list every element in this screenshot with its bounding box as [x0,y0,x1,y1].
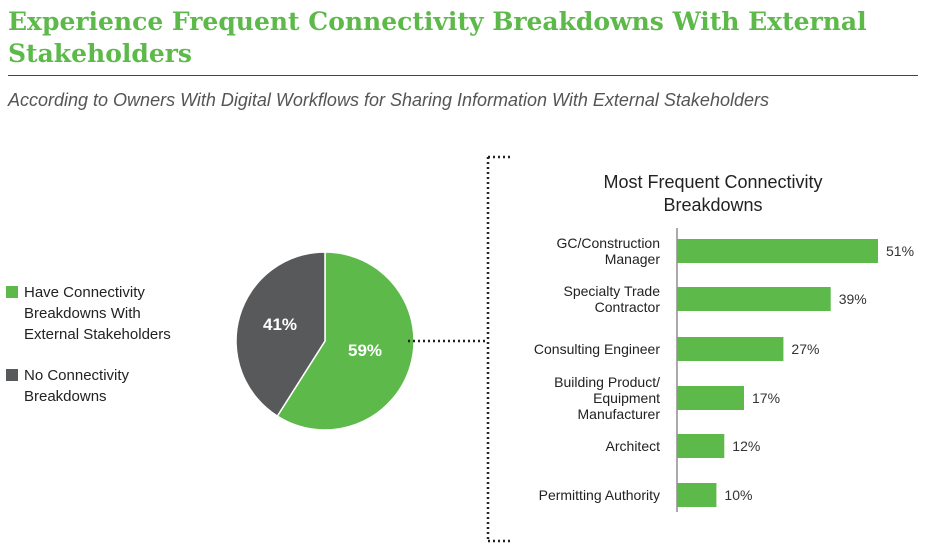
bar-category-label: GC/Construction Manager [557,235,661,267]
chart-title: Experience Frequent Connectivity Breakdo… [8,7,867,68]
bar [677,239,878,263]
pie-slice-label: 41% [263,315,297,334]
bar-category-label: Consulting Engineer [534,341,660,357]
legend-label: No Connectivity Breakdowns [24,367,130,405]
bar-chart: 51% GC/Construction Manager 39% Specialty Tr… [534,228,914,512]
bar-value-label: 12% [732,438,760,454]
legend-item-have-breakdowns: Have Connectivity Breakdowns With Extern… [6,282,194,345]
pie-slice [276,251,415,431]
chart-subtitle: According to Owners With Digital Workflo… [8,90,769,110]
pie-slice [235,251,326,418]
bar-value-label: 17% [752,390,780,406]
bar-value-label: 51% [886,243,914,259]
bar-category-label: Permitting Authority [539,487,660,503]
bar-category-label: Building Product/Equipment Manufacturer [554,374,660,422]
legend-label: Have Connectivity Breakdowns With Extern… [24,284,171,343]
bar-category-label: Architect [606,438,661,454]
legend-item-no-breakdowns: No Connectivity Breakdowns [6,365,149,407]
bar-value-label: 10% [724,487,752,503]
pie-chart: 59% 41% [235,251,415,431]
bar [677,483,717,507]
legend-swatch-green [6,286,18,298]
bar [677,337,784,361]
bar-value-label: 39% [839,291,867,307]
dotted-connector [408,155,510,543]
title-divider [8,75,918,76]
bar [677,386,744,410]
bar-chart-title: Most Frequent Connectivity Breakdowns [603,172,822,215]
bar-value-label: 27% [791,341,819,357]
legend-swatch-gray [6,369,18,381]
pie-slice-label: 59% [348,341,382,360]
bar [677,287,831,311]
bar-category-label: Specialty Trade Contractor [564,283,661,315]
bar [677,434,725,458]
